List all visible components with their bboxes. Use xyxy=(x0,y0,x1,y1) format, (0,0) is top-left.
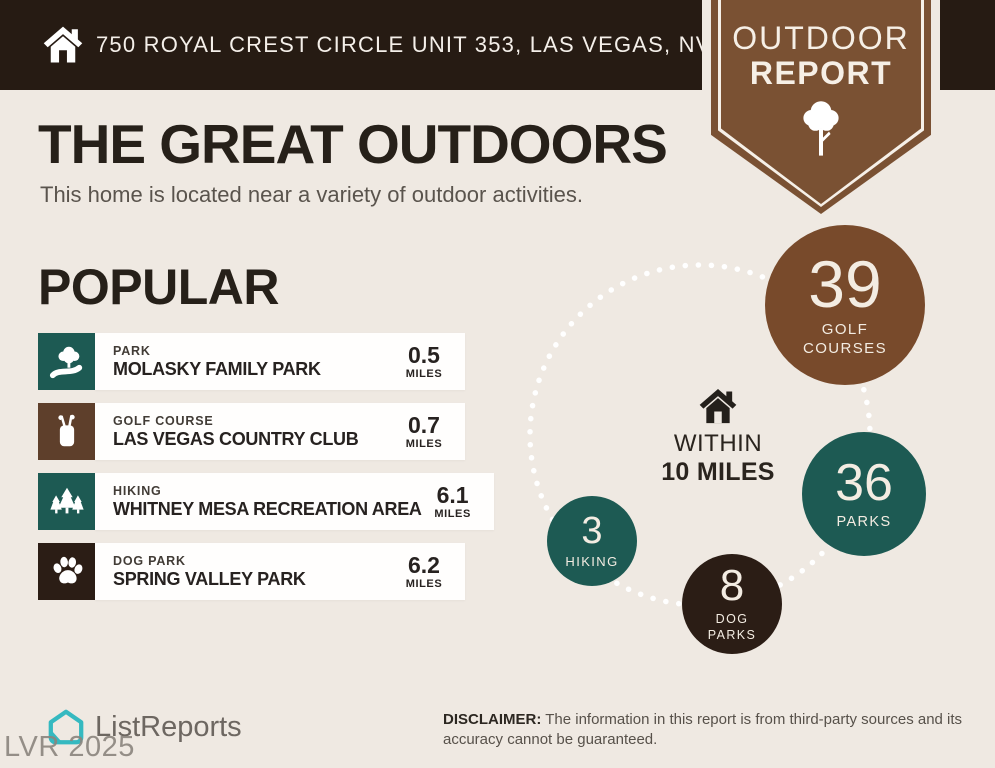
stat-bubble-dog-parks: 8 DOG PARKS xyxy=(682,554,782,654)
list-item-card: DOG PARK SPRING VALLEY PARK 6.2 MILES xyxy=(95,543,465,600)
item-unit: MILES xyxy=(434,507,471,520)
brand-name: ListReports xyxy=(95,710,242,743)
listreports-logo-icon xyxy=(48,709,84,745)
item-category: HIKING xyxy=(113,483,162,498)
stat-value: 8 xyxy=(719,561,745,611)
item-name: SPRING VALLEY PARK xyxy=(113,568,306,589)
property-address: 750 ROYAL CREST CIRCLE UNIT 353, LAS VEG… xyxy=(96,32,787,57)
stat-label: DOG PARKS xyxy=(707,612,757,642)
stat-bubble-golf-courses: 39 GOLF COURSES xyxy=(765,225,925,385)
within-radius-center: WITHIN 10 MILES xyxy=(640,388,796,487)
badge-title-line2: REPORT xyxy=(749,55,893,91)
item-name: MOLASKY FAMILY PARK xyxy=(113,358,321,379)
stat-value: 3 xyxy=(581,509,603,552)
item-name: WHITNEY MESA RECREATION AREA xyxy=(113,498,422,519)
pine-trees-icon xyxy=(38,473,95,530)
outdoor-report-badge: OUTDOOR REPORT xyxy=(702,0,940,224)
within-text: WITHIN xyxy=(673,430,763,457)
stat-label: GOLF COURSES xyxy=(803,321,887,357)
list-item: GOLF COURSE LAS VEGAS COUNTRY CLUB 0.7 M… xyxy=(38,403,465,460)
item-category: GOLF COURSE xyxy=(113,413,214,428)
item-unit: MILES xyxy=(405,437,443,450)
stat-value: 39 xyxy=(808,247,882,322)
list-item: DOG PARK SPRING VALLEY PARK 6.2 MILES xyxy=(38,543,465,600)
tree-icon xyxy=(803,101,839,156)
within-miles-text: 10 MILES xyxy=(661,458,775,486)
stat-bubble-hiking: 3 HIKING xyxy=(547,496,637,586)
stat-bubble-parks: 36 PARKS xyxy=(802,432,926,556)
item-distance: 0.7 xyxy=(408,411,440,438)
popular-heading: POPULAR xyxy=(38,259,279,315)
park-tree-icon xyxy=(38,333,95,390)
item-distance: 0.5 xyxy=(408,341,440,368)
disclaimer-text: The information in this report is from t… xyxy=(443,711,963,749)
stat-label: HIKING xyxy=(565,553,619,569)
paw-icon xyxy=(38,543,95,600)
item-unit: MILES xyxy=(405,577,443,590)
badge-title-line1: OUTDOOR xyxy=(732,20,910,56)
item-distance: 6.2 xyxy=(408,551,440,578)
list-item-card: GOLF COURSE LAS VEGAS COUNTRY CLUB 0.7 M… xyxy=(95,403,465,460)
disclaimer-label: DISCLAIMER: xyxy=(443,711,542,728)
home-icon xyxy=(699,389,737,424)
home-icon xyxy=(43,26,83,63)
item-distance: 6.1 xyxy=(436,481,469,508)
item-category: PARK xyxy=(113,343,151,358)
list-item-card: HIKING WHITNEY MESA RECREATION AREA 6.1 … xyxy=(95,473,494,530)
item-category: DOG PARK xyxy=(113,553,186,568)
page-title: THE GREAT OUTDOORS xyxy=(38,113,668,175)
disclaimer: DISCLAIMER: The information in this repo… xyxy=(443,710,965,751)
list-item-card: PARK MOLASKY FAMILY PARK 0.5 MILES xyxy=(95,333,465,390)
stat-value: 36 xyxy=(835,453,893,512)
list-item: PARK MOLASKY FAMILY PARK 0.5 MILES xyxy=(38,333,465,390)
stat-label: PARKS xyxy=(836,513,892,530)
page-subtitle: This home is located near a variety of o… xyxy=(40,182,583,207)
listreports-brand: ListReports xyxy=(43,708,242,746)
list-item: HIKING WHITNEY MESA RECREATION AREA 6.1 … xyxy=(38,473,494,530)
golf-bag-icon xyxy=(38,403,95,460)
item-name: LAS VEGAS COUNTRY CLUB xyxy=(113,428,359,449)
watermark: LVR 2025 xyxy=(4,731,135,763)
item-unit: MILES xyxy=(405,367,443,380)
